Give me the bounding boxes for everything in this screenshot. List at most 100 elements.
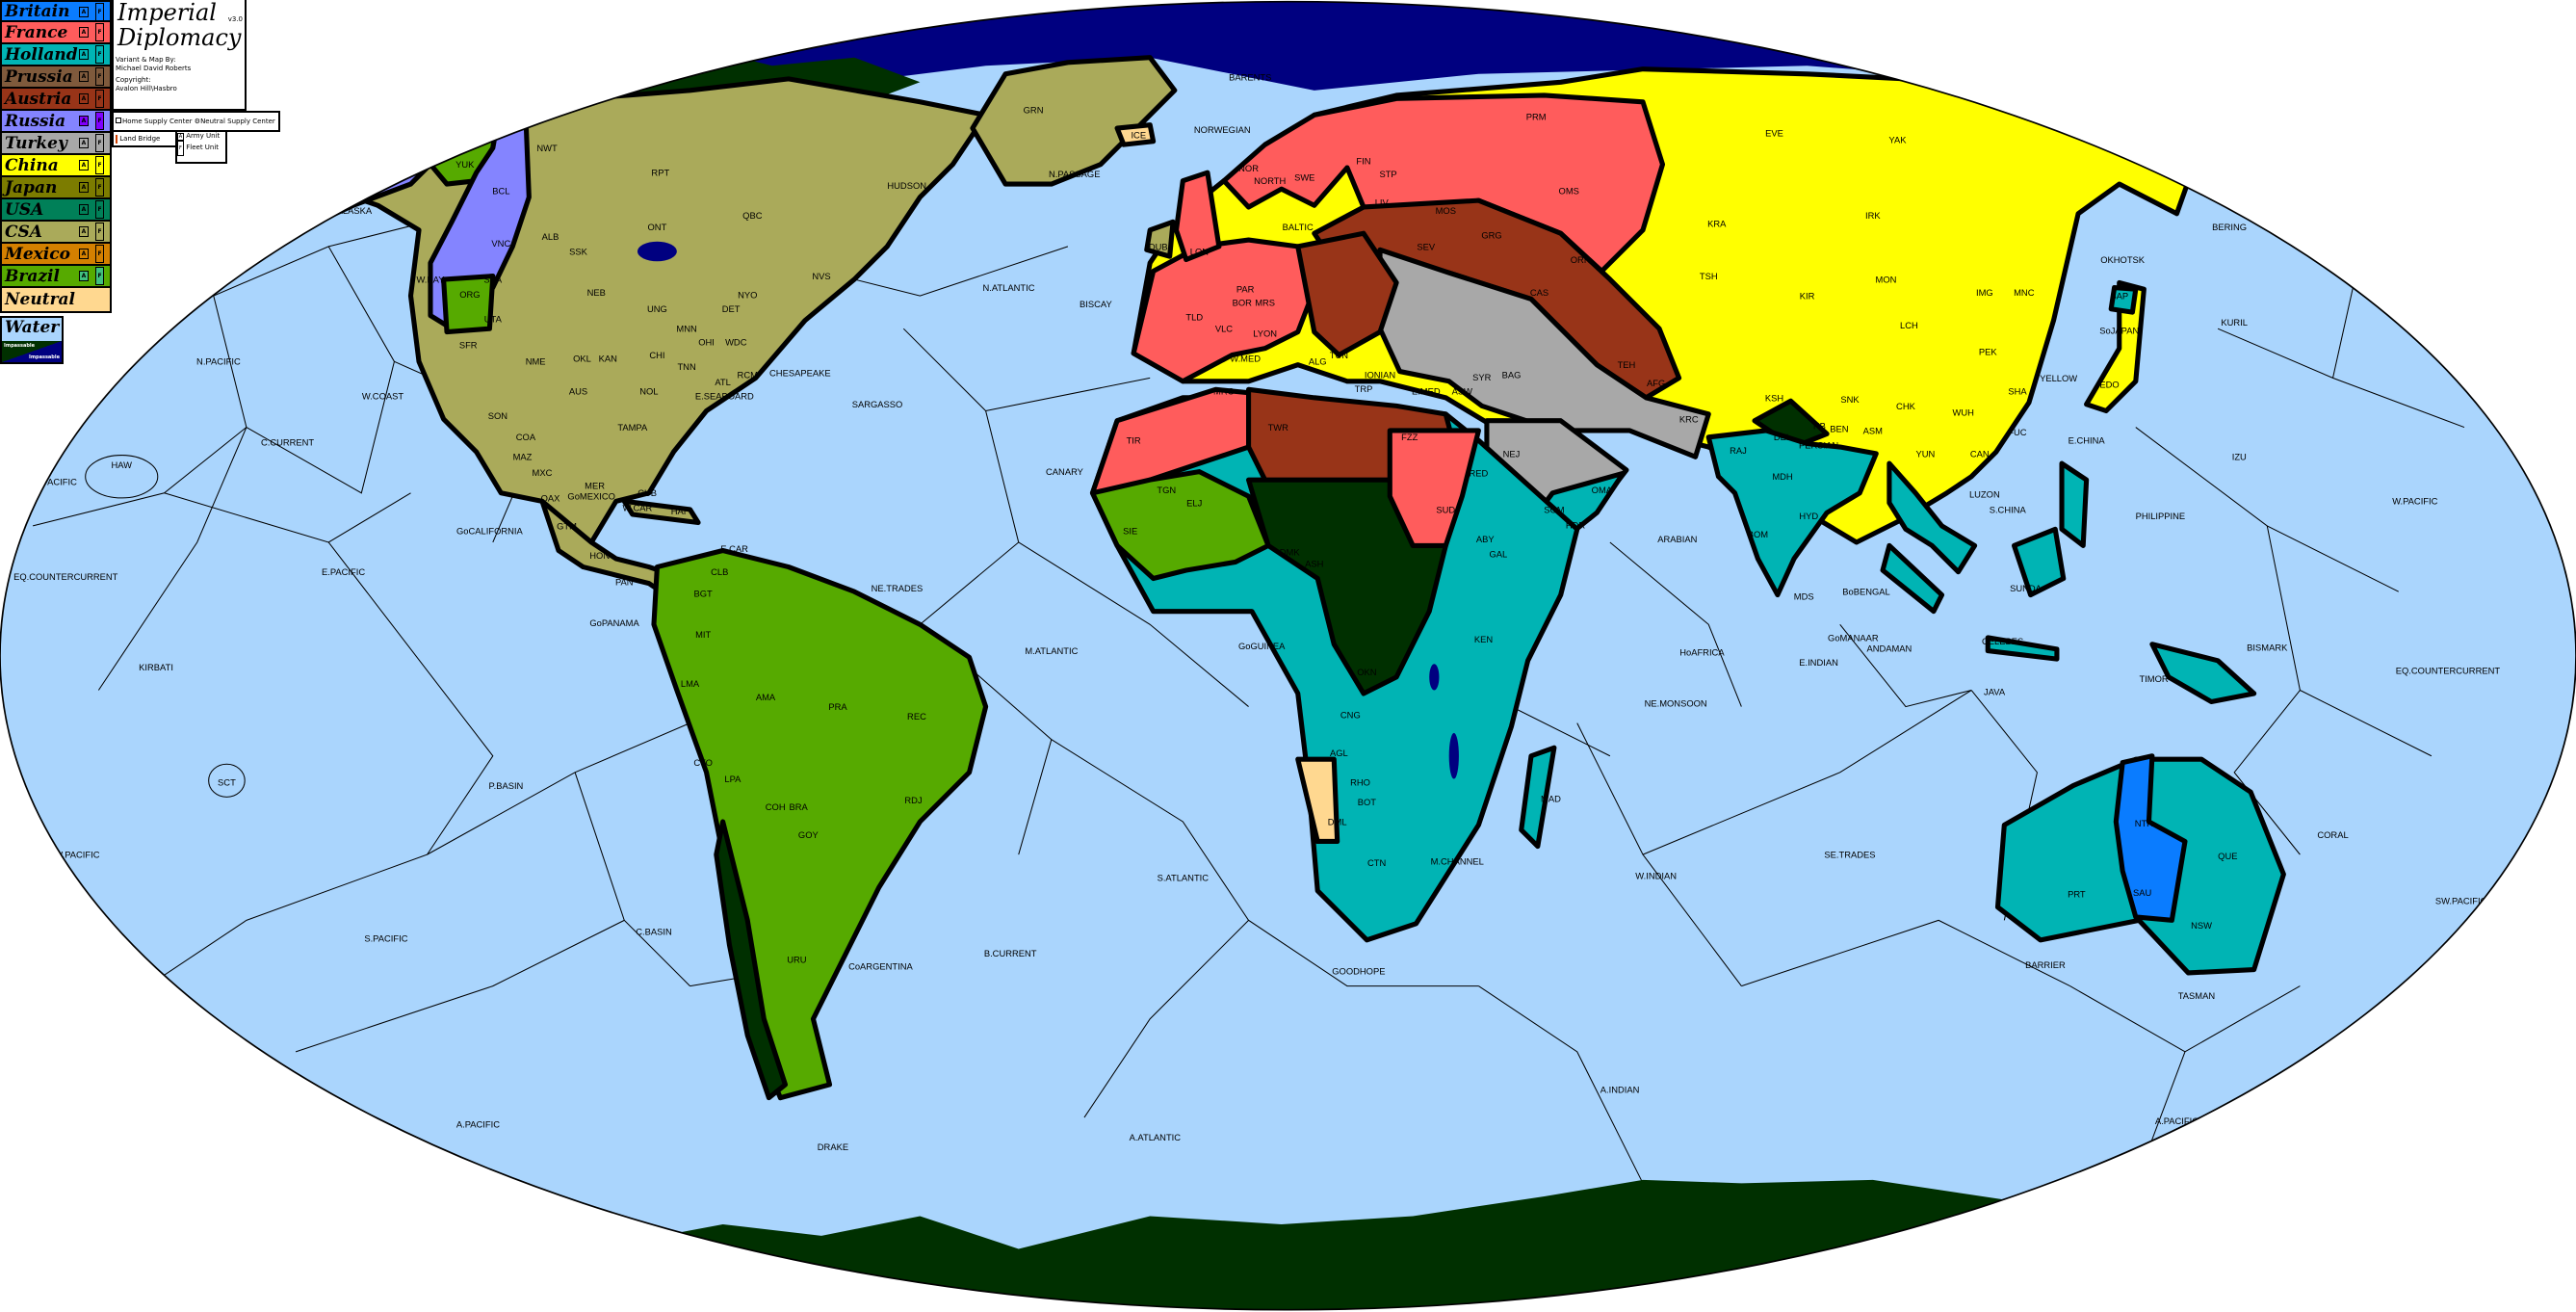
sea-zone-label[interactable]: TIMOR [2139, 674, 2168, 684]
territory-label[interactable]: SNK [1840, 395, 1860, 405]
sea-zone-label[interactable]: GoCALIFORNIA [456, 526, 524, 536]
territory-label[interactable]: WUH [1952, 408, 1973, 418]
territory-label[interactable]: URU [787, 956, 807, 965]
region-iceland[interactable] [1114, 122, 1157, 147]
sea-zone-label[interactable]: CANARY [1046, 467, 1084, 477]
sea-zone-label[interactable]: B.CURRENT [984, 949, 1037, 958]
territory-label[interactable]: MOS [1436, 206, 1456, 216]
sea-zone-label[interactable]: WESTERLIES [2468, 309, 2526, 319]
territory-label[interactable]: DML [1328, 817, 1347, 827]
territory-label[interactable]: DUB [1149, 242, 1168, 251]
territory-label[interactable]: SHA [2008, 386, 2027, 396]
territory-label[interactable]: OMS [1559, 186, 1579, 196]
territory-label[interactable]: KRA [1707, 219, 1727, 228]
territory-label[interactable]: UNG [647, 304, 667, 314]
territory-label[interactable]: MNC [2014, 288, 2035, 298]
territory-label[interactable]: RCM [738, 370, 759, 380]
sea-zone-label[interactable]: GoMANAAR [1828, 633, 1879, 643]
territory-label[interactable]: HAW [111, 460, 132, 470]
territory-label[interactable]: SON [488, 411, 507, 421]
territory-label[interactable]: CTN [1367, 858, 1386, 868]
territory-label[interactable]: WDC [725, 337, 747, 347]
territory-label[interactable]: TGN [1157, 485, 1176, 495]
territory-label[interactable]: BCL [492, 186, 509, 196]
territory-label[interactable]: ONT [648, 223, 667, 232]
territory-label[interactable]: OAX [541, 493, 561, 503]
sea-zone-label[interactable]: GoGUINEA [1238, 642, 1286, 651]
sea-zone-label[interactable]: SW.PACIFIC [48, 851, 100, 860]
sea-zone-label[interactable]: BERING [254, 181, 289, 191]
sea-zone-label[interactable]: PHILIPPINE [2136, 512, 2186, 521]
sea-zone-label[interactable]: S.PACIFIC [364, 934, 407, 944]
territory-label[interactable]: LCH [1900, 321, 1918, 330]
territory-label[interactable]: AFG [1647, 379, 1665, 388]
sea-zone-label[interactable]: C.BASIN [636, 928, 672, 937]
territory-label[interactable]: CUB [637, 488, 657, 498]
territory-label[interactable]: VNC [491, 239, 510, 249]
territory-label[interactable]: AGL [1330, 748, 1348, 758]
territory-label[interactable]: HON [589, 551, 610, 561]
territory-label[interactable]: DET [722, 304, 741, 314]
sea-zone-label[interactable]: SoJAPAN [2099, 326, 2139, 335]
sea-zone-label[interactable]: E.INDIAN [1799, 658, 1838, 668]
territory-label[interactable]: SWE [1294, 173, 1314, 183]
territory-label[interactable]: CAN [1970, 449, 1990, 459]
territory-label[interactable]: PAN [615, 577, 634, 587]
territory-label[interactable]: MAZ [513, 453, 533, 462]
sea-zone-label[interactable]: KURIL [2221, 318, 2248, 328]
territory-label[interactable]: GTM [557, 521, 577, 531]
sea-zone-label[interactable]: IONIAN [1365, 370, 1395, 380]
territory-label[interactable]: ASH [1305, 560, 1323, 569]
sea-zone-label[interactable]: CoARGENTINA [848, 962, 913, 972]
sea-zone-label[interactable]: IZU [2232, 453, 2247, 462]
territory-label[interactable]: TIB [1811, 421, 1826, 431]
territory-label[interactable]: YUN [1916, 449, 1936, 459]
territory-label[interactable]: KIR [1800, 291, 1815, 301]
territory-label[interactable]: RPT [651, 169, 669, 178]
territory-label[interactable]: PRM [1526, 113, 1547, 122]
region-japan[interactable] [2084, 279, 2147, 414]
territory-label[interactable]: EDO [2099, 380, 2119, 390]
territory-label[interactable]: SYR [1472, 373, 1492, 382]
sea-zone-label[interactable]: W.PACIFIC [32, 477, 77, 486]
region-cuba[interactable] [621, 498, 701, 526]
territory-label[interactable]: COH [766, 802, 786, 812]
sea-zone-label[interactable]: SW.PACIFIC [2435, 896, 2487, 905]
sea-zone-label[interactable]: NE.MONSOON [1645, 699, 1707, 709]
territory-label[interactable]: ABY [1476, 535, 1496, 544]
region-ottoman-persia[interactable] [1377, 247, 1711, 459]
sea-zone-label[interactable]: S.ATLANTIC [1158, 873, 1210, 882]
territory-label[interactable]: ASW [1452, 386, 1473, 396]
territory-label[interactable]: NYO [738, 291, 757, 301]
region-sudan[interactable] [1387, 428, 1481, 548]
territory-label[interactable]: HAI [671, 507, 687, 516]
sea-zone-label[interactable]: WESTERLIES [69, 334, 127, 344]
territory-label[interactable]: NTR [2135, 819, 2153, 828]
sea-zone-label[interactable]: NORTH [1254, 176, 1286, 186]
territory-label[interactable]: SOM [1544, 505, 1565, 514]
territory-label[interactable]: BEN [1830, 424, 1848, 433]
sea-zone-label[interactable]: BISCAY [1080, 300, 1112, 309]
sea-zone-label[interactable]: BALTIC [1283, 223, 1314, 232]
territory-label[interactable]: COA [516, 433, 536, 442]
sea-zone-label[interactable]: A.ATLANTIC [1130, 1133, 1182, 1142]
region-india[interactable] [1705, 428, 1879, 598]
region-madagascar[interactable] [1519, 745, 1557, 850]
sea-zone-label[interactable]: RED [1470, 469, 1489, 479]
territory-label[interactable]: AUS [569, 386, 587, 396]
sea-zone-label[interactable]: GoALASKA [325, 206, 373, 216]
region-philippines[interactable] [2059, 460, 2090, 548]
territory-label[interactable]: TRP [1355, 384, 1373, 394]
territory-label[interactable]: ALK [415, 120, 432, 130]
territory-label[interactable]: MER [585, 481, 605, 490]
territory-label[interactable]: GOY [798, 830, 820, 840]
territory-label[interactable]: BGT [694, 589, 714, 598]
sea-zone-label[interactable]: A.INDIAN [1600, 1085, 1640, 1094]
sea-zone-label[interactable]: BERING [2212, 223, 2247, 232]
region-britain[interactable] [1173, 170, 1222, 263]
territory-label[interactable]: DMK [1280, 548, 1301, 558]
territory-label[interactable]: MDH [1772, 472, 1792, 482]
territory-label[interactable]: SAP [2110, 291, 2128, 301]
territory-label[interactable]: BOT [1358, 798, 1377, 807]
region-utah[interactable] [441, 274, 496, 335]
